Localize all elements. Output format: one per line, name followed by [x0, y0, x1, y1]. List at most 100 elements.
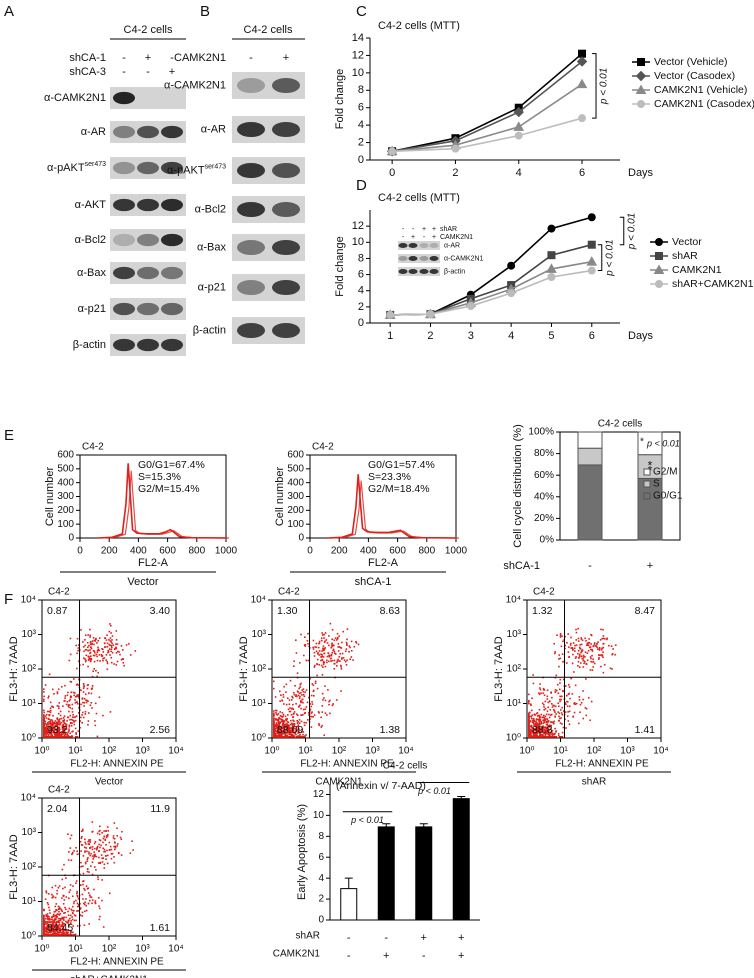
- event-dot: [539, 719, 541, 722]
- event-dot: [78, 660, 80, 663]
- event-dot: [96, 649, 99, 652]
- event-dot: [90, 657, 93, 660]
- event-dot: [275, 711, 277, 714]
- blot-row-label: α-p21: [198, 281, 226, 293]
- y-tick-label: 100: [57, 519, 74, 530]
- event-dot: [46, 921, 49, 923]
- y-tick-label: 10³: [22, 629, 37, 640]
- event-dot: [60, 931, 63, 934]
- blot-band: [161, 198, 183, 212]
- event-dot: [101, 899, 103, 902]
- event-dot: [62, 918, 65, 920]
- marker: [637, 58, 645, 66]
- event-dot: [536, 726, 539, 729]
- event-dot: [302, 690, 305, 693]
- event-dot: [43, 928, 46, 931]
- event-dot: [281, 699, 284, 702]
- blot-band: [419, 268, 429, 275]
- event-dot: [279, 717, 281, 720]
- row-label-text: α-CAMK2N1: [164, 79, 226, 91]
- event-dot: [541, 736, 543, 738]
- event-dot: [63, 726, 65, 728]
- event-dot: [80, 850, 82, 852]
- event-dot: [105, 836, 108, 839]
- event-dot: [58, 911, 60, 913]
- event-dot: [538, 715, 541, 717]
- event-dot: [68, 725, 71, 728]
- event-dot: [69, 732, 72, 735]
- event-dot: [292, 723, 294, 725]
- event-dot: [529, 711, 531, 714]
- event-dot: [85, 885, 88, 887]
- event-dot: [45, 921, 47, 923]
- event-dot: [346, 638, 348, 641]
- y-tick-label: 10: [313, 810, 325, 821]
- event-dot: [69, 930, 72, 932]
- event-dot: [273, 713, 275, 716]
- event-dot: [78, 707, 80, 709]
- event-dot: [567, 720, 570, 722]
- event-dot: [290, 719, 292, 722]
- y-tick-label: 10²: [252, 664, 267, 675]
- event-dot: [591, 649, 594, 651]
- event-dot: [74, 695, 77, 698]
- event-dot: [47, 918, 50, 920]
- event-dot: [59, 908, 62, 910]
- event-dot: [52, 714, 54, 717]
- event-dot: [345, 641, 348, 644]
- event-dot: [44, 684, 47, 686]
- plot-frame: [526, 599, 662, 739]
- event-dot: [49, 729, 52, 732]
- event-dot: [580, 702, 583, 704]
- event-dot: [72, 912, 74, 915]
- event-dot: [102, 841, 104, 844]
- condition-label: shCA-3: [69, 66, 106, 78]
- event-dot: [291, 703, 294, 706]
- event-dot: [45, 917, 47, 920]
- event-dot: [81, 835, 83, 838]
- event-dot: [337, 643, 340, 645]
- event-dot: [305, 689, 308, 691]
- event-dot: [105, 858, 107, 860]
- event-dot: [312, 715, 314, 718]
- event-dot: [544, 700, 547, 703]
- event-dot: [94, 900, 97, 902]
- event-dot: [352, 659, 354, 661]
- event-dot: [75, 882, 77, 884]
- event-dot: [81, 893, 84, 896]
- event-dot: [60, 732, 63, 735]
- event-dot: [97, 639, 99, 642]
- event-dot: [559, 678, 562, 681]
- event-dot: [322, 645, 325, 647]
- event-dot: [110, 661, 113, 664]
- y-tick-label: 6: [358, 268, 364, 280]
- event-dot: [43, 730, 45, 732]
- event-dot: [102, 651, 105, 653]
- event-dot: [545, 727, 548, 730]
- event-dot: [54, 931, 56, 934]
- event-dot: [296, 695, 298, 698]
- event-dot: [77, 898, 80, 900]
- event-dot: [586, 644, 589, 646]
- event-dot: [79, 908, 81, 910]
- event-dot: [112, 644, 115, 646]
- event-dot: [125, 644, 128, 646]
- event-dot: [48, 727, 51, 730]
- event-dot: [597, 648, 599, 651]
- event-dot: [597, 658, 600, 660]
- event-dot: [590, 648, 592, 651]
- event-dot: [98, 905, 100, 908]
- event-dot: [75, 880, 78, 882]
- event-dot: [586, 659, 589, 662]
- event-dot: [568, 705, 571, 708]
- event-dot: [532, 736, 535, 738]
- event-dot: [87, 856, 89, 859]
- event-dot: [282, 715, 284, 718]
- event-dot: [596, 646, 598, 649]
- event-dot: [48, 730, 51, 733]
- event-dot: [93, 847, 96, 850]
- event-dot: [544, 731, 547, 733]
- event-dot: [45, 927, 47, 930]
- event-dot: [329, 699, 331, 702]
- event-dot: [86, 699, 88, 702]
